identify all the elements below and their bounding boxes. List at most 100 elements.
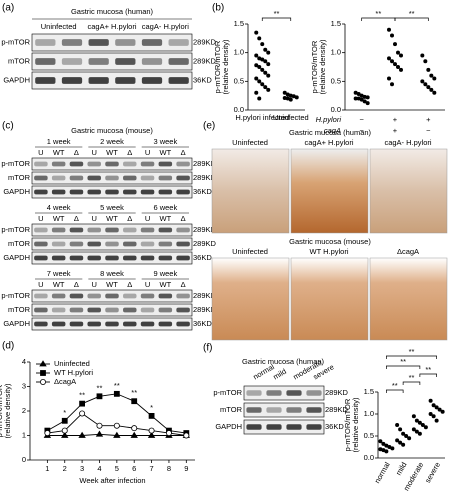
blot-band: [69, 189, 84, 195]
blot-band: [105, 189, 119, 195]
label: mTOR: [8, 173, 31, 182]
blot-band: [140, 293, 155, 299]
blot-band: [306, 390, 322, 396]
blot-band: [123, 255, 137, 261]
marker: [113, 431, 121, 438]
label: Gastric mucosa (mouse): [71, 126, 153, 135]
label: p-mTOR/mTOR: [343, 398, 352, 451]
blot-band: [69, 241, 84, 247]
marker: [78, 431, 86, 438]
blot-band: [69, 321, 84, 327]
sig-bracket: [402, 381, 421, 385]
label: p-mTOR: [1, 37, 30, 46]
blot-band: [266, 424, 282, 430]
blot-band: [158, 227, 173, 233]
sig-bracket: [419, 373, 437, 377]
blot-band: [158, 161, 173, 167]
label: WT: [106, 148, 118, 157]
label: **: [79, 391, 85, 400]
label: 7 week: [47, 269, 71, 278]
label: 2: [22, 406, 26, 415]
blot-band: [306, 424, 322, 430]
dot: [353, 90, 358, 95]
label: 4: [97, 464, 101, 473]
dot: [398, 440, 403, 445]
label: mTOR: [8, 56, 31, 65]
blot-row: [31, 171, 193, 185]
dot: [404, 434, 409, 438]
blot-band: [158, 293, 173, 299]
panel-label: (d): [2, 341, 14, 352]
label: 4: [22, 357, 26, 366]
blot-band: [176, 321, 190, 327]
label: Δ: [74, 148, 79, 157]
blot-row: [31, 33, 193, 52]
blot-band: [34, 227, 48, 233]
label: 9 week: [153, 269, 177, 278]
label: −: [359, 115, 364, 124]
blot-band: [69, 175, 84, 181]
sig-bracket: [361, 17, 396, 21]
blot-row: [243, 385, 325, 401]
blot-band: [123, 189, 137, 195]
label: U: [92, 280, 97, 289]
blot-band: [140, 255, 155, 261]
label: 1.0: [364, 409, 374, 418]
label: 289KD: [193, 159, 217, 168]
label: GAPDH: [3, 187, 30, 196]
marker: [96, 422, 103, 429]
dot: [384, 449, 389, 454]
dot: [399, 67, 403, 72]
label: **: [97, 383, 103, 392]
blot-band: [34, 189, 48, 195]
label: Uninfected: [54, 359, 90, 368]
blot-band: [168, 77, 189, 84]
dot: [396, 65, 400, 69]
label: ΔcagA: [397, 247, 419, 256]
label: Δ: [74, 280, 79, 289]
marker: [44, 430, 51, 437]
dot: [395, 423, 400, 427]
label: mild: [394, 460, 409, 476]
blot-band: [105, 175, 119, 181]
dot: [423, 82, 428, 87]
label: 9: [184, 464, 188, 473]
blot-band: [123, 241, 137, 247]
blot-band: [51, 255, 66, 261]
label: U: [145, 280, 150, 289]
blot-band: [35, 58, 56, 65]
blot-band: [105, 293, 119, 299]
dot: [254, 76, 259, 81]
label: 1.5: [331, 19, 341, 28]
dot: [387, 445, 392, 449]
dot: [431, 414, 436, 419]
sig-bracket: [386, 389, 404, 393]
dot: [420, 423, 425, 427]
dot: [381, 441, 386, 446]
label: WT: [106, 214, 118, 223]
blot-band: [87, 227, 101, 233]
label: 0.5: [364, 431, 374, 440]
label: Δ: [127, 280, 132, 289]
blot-band: [246, 407, 262, 413]
dot: [381, 448, 386, 453]
label: Δ: [181, 148, 186, 157]
blot-band: [105, 255, 119, 261]
blot-band: [61, 39, 83, 46]
blot-band: [115, 58, 136, 65]
marker: [96, 393, 103, 400]
label: Uninfected: [232, 247, 268, 256]
dot: [266, 87, 271, 92]
label: *: [150, 403, 153, 412]
blot-band: [246, 424, 262, 430]
marker: [131, 425, 138, 432]
dot: [390, 82, 394, 87]
dot: [257, 96, 262, 101]
dot: [390, 33, 394, 38]
blot-band: [51, 307, 66, 313]
dot: [359, 97, 364, 102]
label: 0.0: [331, 105, 341, 114]
blot-band: [176, 161, 190, 167]
dot: [420, 53, 425, 58]
sig-bracket: [386, 365, 421, 369]
